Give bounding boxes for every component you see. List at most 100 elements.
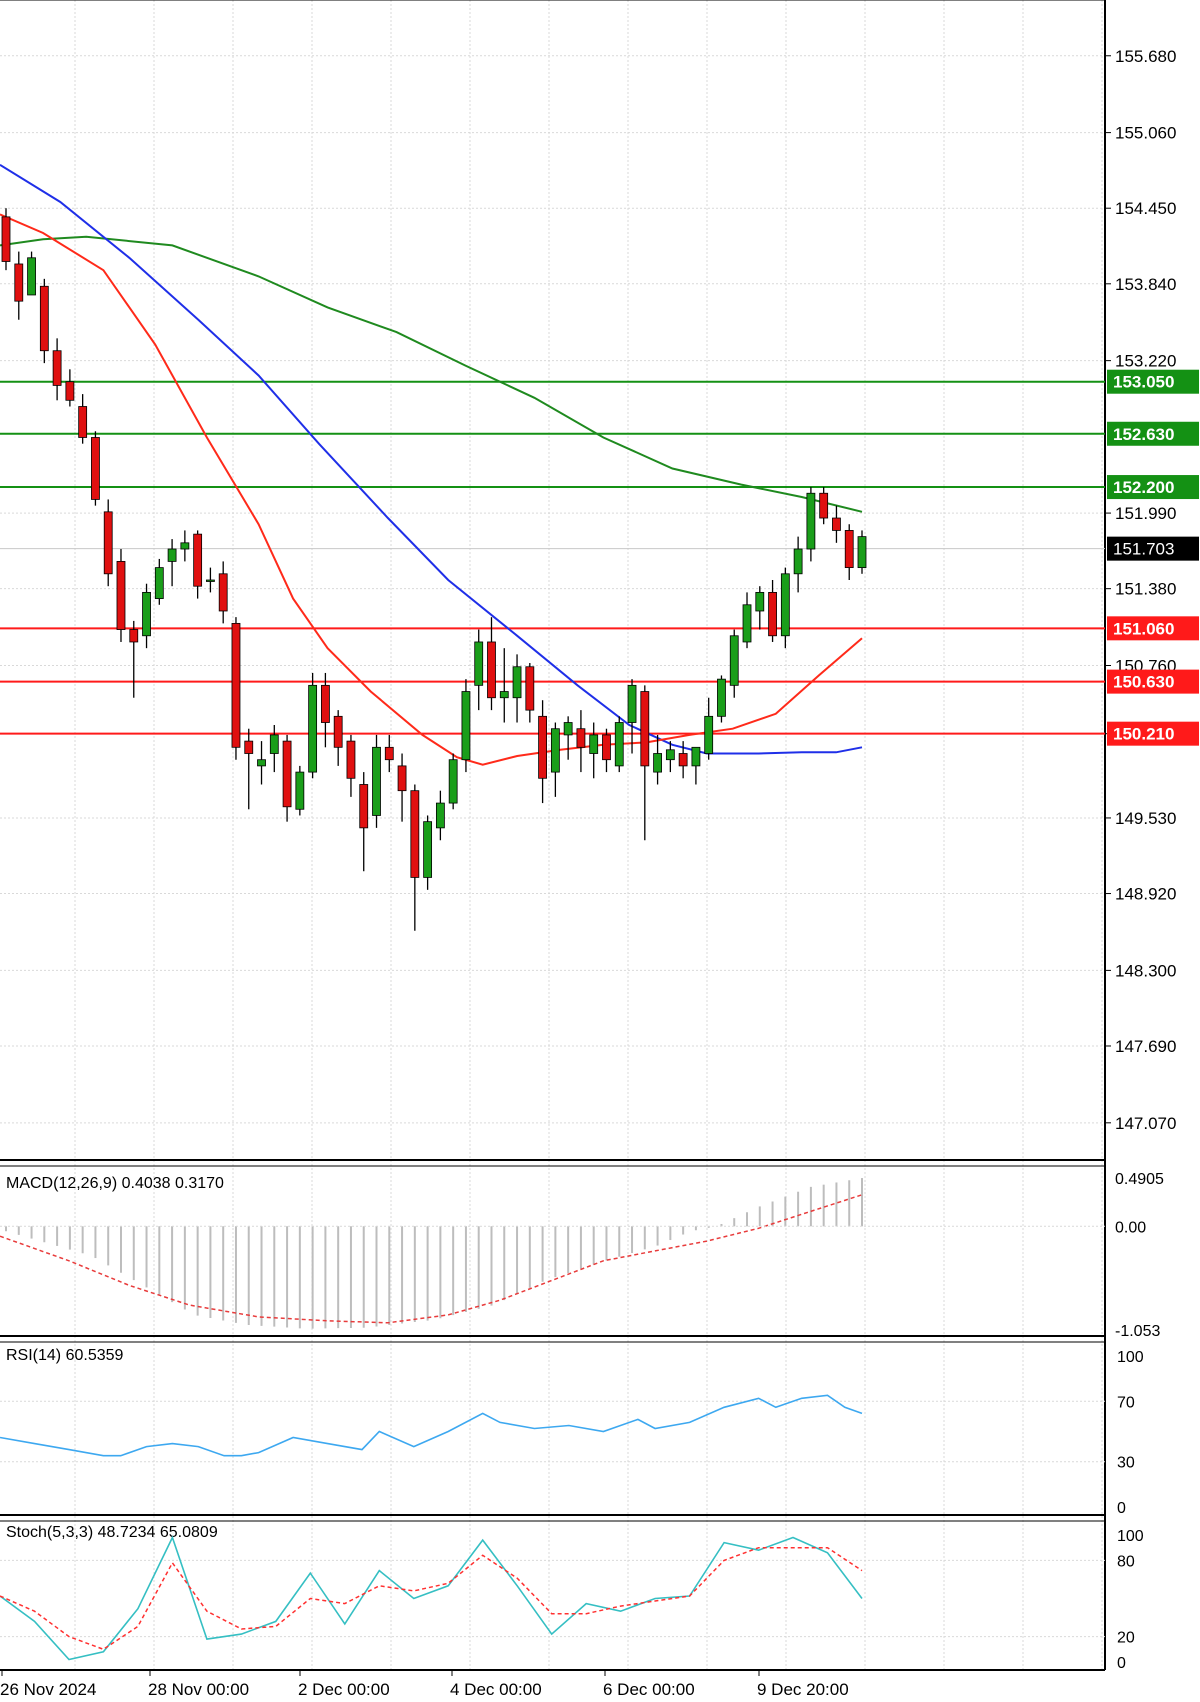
candle-bullish [295, 771, 305, 810]
time-tick-label: 2 Dec 00:00 [298, 1680, 390, 1699]
candle-bullish [563, 722, 573, 736]
macd-label: MACD(12,26,9) 0.4038 0.3170 [6, 1175, 224, 1192]
candle-bearish [218, 573, 228, 612]
rsi-label: RSI(14) 60.5359 [6, 1347, 124, 1364]
time-tick-label: 6 Dec 00:00 [603, 1680, 695, 1699]
candle-bearish [384, 746, 394, 761]
candle-bearish [321, 684, 330, 723]
stoch-tick-label: 80 [1117, 1553, 1135, 1570]
rsi-tick-label: 30 [1117, 1455, 1135, 1472]
price-tick-label: 155.060 [1115, 124, 1176, 143]
candle-bearish [52, 350, 62, 386]
support-level-label: 151.060 [1113, 619, 1174, 638]
candle-bearish [346, 740, 356, 779]
price-panel [0, 163, 1105, 931]
time-tick-label: 28 Nov 00:00 [148, 1680, 249, 1699]
stoch-tick-label: 100 [1117, 1528, 1144, 1545]
candle-bearish [193, 533, 203, 587]
level-lines [0, 380, 1105, 735]
candle-bearish [103, 511, 113, 575]
candle-bullish [627, 684, 637, 723]
candle-bearish [1, 216, 11, 262]
candle-bullish [691, 746, 701, 767]
sma-green-line [0, 235, 863, 513]
resistance-level-badge [1107, 421, 1199, 446]
candle-bearish [819, 492, 829, 519]
rsi-tick-label: 70 [1117, 1394, 1135, 1411]
candle-bullish [448, 759, 458, 804]
rsi-panel: RSI(14) 60.5359 100 70 30 0 [0, 1347, 1144, 1517]
moving-averages [0, 163, 863, 766]
candle-bearish [832, 517, 841, 531]
candle-bullish [461, 691, 471, 761]
candle-bearish [129, 629, 139, 643]
candle-bearish [602, 734, 611, 761]
candle-bullish [755, 591, 765, 612]
candle-bearish [538, 715, 547, 779]
current-price-badge [1107, 536, 1199, 561]
price-tick-label: 153.840 [1115, 275, 1176, 294]
candle-bullish [435, 802, 445, 829]
candle-bearish [116, 561, 126, 630]
candle-bullish [474, 641, 484, 686]
price-tick-label: 151.380 [1115, 580, 1176, 599]
candle-bullish [308, 684, 318, 773]
rsi-tick-label: 0 [1117, 1500, 1126, 1517]
rsi-line [0, 1394, 863, 1457]
price-tick-label: 154.450 [1115, 199, 1176, 218]
candle-bullish [167, 548, 177, 562]
price-tick-label: 149.530 [1115, 809, 1176, 828]
candle-bearish [768, 591, 777, 637]
time-tick-label: 9 Dec 20:00 [757, 1680, 849, 1699]
candle-bullish [372, 746, 381, 816]
candle-bearish [410, 790, 420, 878]
candle-bullish [180, 542, 190, 550]
candle-bullish [550, 728, 560, 773]
candle-bearish [678, 753, 688, 767]
candles [1, 208, 867, 931]
candle-bullish [857, 536, 867, 569]
candle-bullish [780, 573, 790, 637]
candle-bearish [487, 641, 496, 699]
candle-bullish [665, 749, 675, 761]
candle-bearish [397, 765, 407, 792]
support-level-label: 150.630 [1113, 673, 1174, 692]
candle-bullish [423, 821, 433, 878]
candle-bearish [282, 740, 292, 808]
time-axis: 26 Nov 2024 28 Nov 00:00 2 Dec 00:00 4 Dec … [0, 1670, 849, 1699]
stoch-tick-label: 20 [1117, 1630, 1135, 1647]
candle-bearish [333, 715, 343, 748]
macd-tick-label: 0.00 [1115, 1219, 1146, 1236]
time-tick-label: 26 Nov 2024 [0, 1680, 96, 1699]
macd-signal-line [0, 1194, 863, 1324]
candle-bullish [806, 492, 816, 550]
candle-bearish [844, 530, 854, 569]
support-level-label: 150.210 [1113, 725, 1174, 744]
candle-bullish [717, 678, 726, 717]
candle-bullish [499, 691, 509, 699]
candle-bearish [231, 622, 241, 748]
stoch-panel: Stoch(5,3,3) 48.7234 65.0809 100 80 20 0 [0, 1524, 1144, 1672]
price-axis: 155.680 155.060 154.450 153.840 153.220 151.9… [1105, 47, 1199, 1133]
candle-bullish [742, 604, 752, 643]
stoch-label: Stoch(5,3,3) 48.7234 65.0809 [6, 1524, 218, 1541]
candle-bullish [729, 635, 739, 686]
price-tick-label: 151.990 [1115, 504, 1176, 523]
resistance-level-label: 152.630 [1113, 425, 1174, 444]
candle-bullish [206, 579, 215, 582]
candle-bearish [65, 381, 75, 401]
candle-bullish [269, 734, 279, 754]
price-tick-label: 155.680 [1115, 47, 1176, 66]
stoch-tick-label: 0 [1117, 1655, 1126, 1672]
grid-layer [0, 0, 1106, 1671]
price-tick-label: 147.690 [1115, 1037, 1176, 1056]
sma-red-line [0, 213, 863, 766]
candle-bullish [512, 666, 522, 699]
candle-bearish [39, 285, 49, 352]
candle-bullish [27, 257, 36, 296]
candle-bearish [359, 784, 369, 829]
support-level-badge [1107, 669, 1199, 694]
price-tick-label: 148.920 [1115, 885, 1176, 904]
candle-bullish [653, 753, 662, 773]
